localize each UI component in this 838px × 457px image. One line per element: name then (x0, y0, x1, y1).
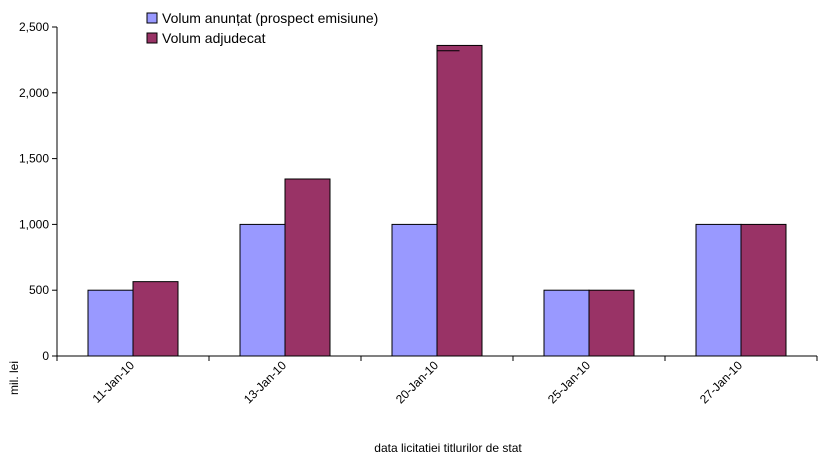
y-tick-label: 1,500 (19, 152, 49, 166)
y-axis-ticks: 0 500 1,000 1,500 2,000 2,500 (19, 20, 57, 363)
x-axis-ticks: 11-Jan-10 13-Jan-10 20-Jan-10 25-Jan-10 27-J… (56, 356, 818, 406)
bar-volum-anun-at-prospect-emisiune-20-jan-10 (391, 223, 438, 357)
axes (56, 27, 817, 357)
y-tick-label: 0 (42, 349, 49, 363)
x-tick-label: 11-Jan-10 (90, 358, 138, 406)
bar-volum-adjudecat-27-jan-10 (740, 223, 787, 357)
x-tick-label: 13-Jan-10 (241, 358, 289, 406)
legend-swatch-volum-anuntat (146, 12, 158, 24)
y-axis-title: mil. lei (7, 361, 21, 395)
x-tick-label: 27-Jan-10 (697, 358, 745, 406)
bar-volum-anun-at-prospect-emisiune-27-jan-10 (695, 223, 742, 357)
legend: Volum anunțat (prospect emisiune) Volum … (146, 10, 378, 46)
y-tick-label: 1,000 (19, 217, 49, 231)
x-tick-label: 20-Jan-10 (393, 358, 441, 406)
y-tick-label: 2,500 (19, 20, 49, 34)
legend-label-volum-anuntat: Volum anunțat (prospect emisiune) (162, 10, 378, 26)
legend-label-volum-adjudecat: Volum adjudecat (162, 30, 266, 46)
x-axis-title: data licitatiei titlurilor de stat (374, 441, 522, 455)
bar-volum-adjudecat-11-jan-10 (132, 281, 179, 357)
bar-volum-anun-at-prospect-emisiune-13-jan-10 (239, 223, 286, 357)
y-tick-label: 2,000 (19, 86, 49, 100)
plot-area (87, 44, 787, 357)
bar-volum-anun-at-prospect-emisiune-11-jan-10 (87, 289, 134, 357)
bar-volum-adjudecat-20-jan-10 (436, 44, 483, 357)
bar-volum-adjudecat-25-jan-10 (588, 289, 635, 357)
x-tick-label: 25-Jan-10 (545, 358, 593, 406)
y-tick-label: 500 (29, 283, 49, 297)
legend-swatch-volum-adjudecat (146, 32, 158, 44)
bar-volum-anun-at-prospect-emisiune-25-jan-10 (543, 289, 590, 357)
bar-volum-adjudecat-13-jan-10 (284, 178, 331, 357)
